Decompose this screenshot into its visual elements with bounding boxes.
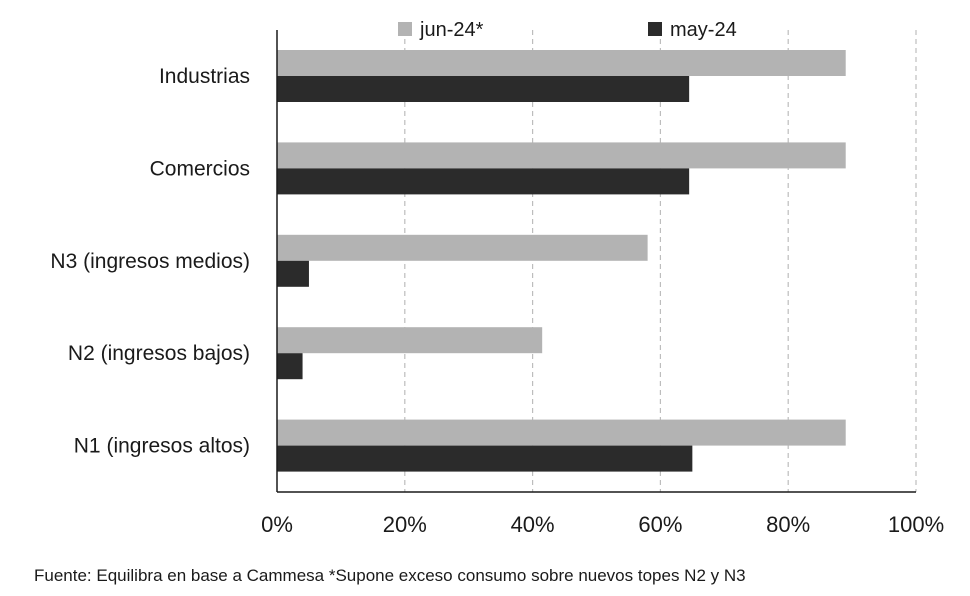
bar-jun-24--3 [277, 327, 543, 354]
bar-may-24-2 [277, 260, 309, 287]
category-label: N3 (ingresos medios) [50, 250, 250, 273]
bar-jun-24--0 [277, 50, 846, 76]
source-note: Fuente: Equilibra en base a Cammesa *Sup… [34, 566, 746, 585]
x-tick-label: 20% [383, 512, 427, 537]
bar-jun-24--1 [277, 142, 846, 169]
x-tick-label: 80% [766, 512, 810, 537]
bar-jun-24--2 [277, 234, 648, 261]
x-tick-label: 60% [638, 512, 682, 537]
grid-lines [404, 30, 917, 492]
category-label: N2 (ingresos bajos) [68, 342, 250, 365]
bar-chart: Industrias Comercios N3 (ingresos medios) N… [50, 19, 944, 537]
legend-swatch [398, 22, 412, 36]
category-label: Comercios [150, 157, 250, 180]
legend-label: jun-24* [419, 19, 484, 41]
bar-may-24-0 [277, 76, 690, 102]
legend-swatch [648, 22, 662, 36]
axes [276, 30, 916, 493]
legend: jun-24* may-24 [398, 19, 737, 41]
x-tick-label: 100% [888, 512, 944, 537]
x-tick-label: 0% [261, 512, 293, 537]
category-label: N1 (ingresos altos) [74, 435, 250, 458]
bar-jun-24--4 [277, 419, 846, 446]
bar-may-24-4 [277, 445, 693, 472]
bar-may-24-3 [277, 353, 303, 380]
legend-label: may-24 [670, 19, 737, 41]
bar-may-24-1 [277, 168, 690, 195]
bars [277, 50, 846, 472]
x-tick-labels: 0% 20% 40% 60% 80% 100% [261, 512, 944, 537]
category-labels: Industrias Comercios N3 (ingresos medios) N… [50, 65, 250, 458]
category-label: Industrias [159, 65, 250, 88]
x-tick-label: 40% [511, 512, 555, 537]
